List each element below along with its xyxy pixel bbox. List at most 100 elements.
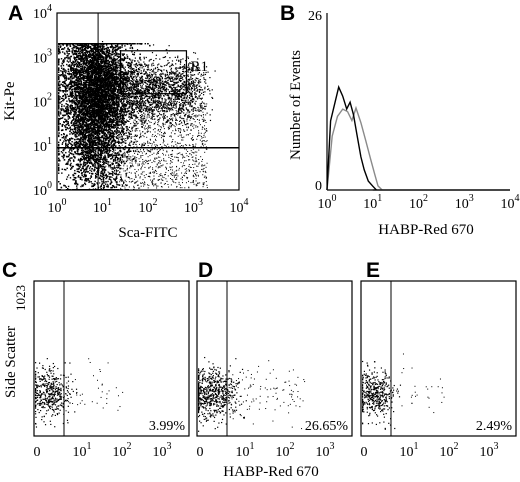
event-dot <box>93 46 95 49</box>
event-dot <box>83 131 85 134</box>
event-dot <box>91 44 93 46</box>
event-dot <box>131 47 134 50</box>
event-dot <box>106 54 108 57</box>
panel-label-c: C <box>2 259 17 282</box>
event-dot <box>68 151 70 153</box>
event-dot <box>104 60 106 63</box>
event-dot <box>102 52 105 54</box>
event-dot <box>120 124 122 126</box>
event-dot <box>85 143 87 146</box>
event-dot <box>58 71 60 74</box>
event-dot <box>94 106 97 108</box>
event-dot <box>82 133 85 135</box>
event-dot <box>118 118 121 121</box>
event-dot <box>83 61 85 64</box>
event-dot <box>73 88 75 90</box>
event-dot <box>91 128 93 130</box>
event-dot <box>104 149 106 151</box>
event-dot <box>64 76 66 79</box>
event-dot <box>84 58 87 60</box>
event-dot <box>66 52 68 54</box>
event-dot <box>64 118 66 120</box>
event-dot <box>85 59 87 62</box>
event-dot <box>84 145 86 148</box>
event-dot <box>76 140 78 143</box>
event-dot <box>116 96 118 98</box>
event-dot <box>77 153 80 155</box>
event-dot <box>66 72 69 75</box>
event-dot <box>83 130 85 132</box>
event-dot <box>112 46 114 48</box>
event-dot <box>64 185 66 187</box>
event-dot <box>89 81 91 83</box>
event-dot <box>74 45 77 47</box>
event-dot <box>118 130 120 133</box>
event-dot <box>88 116 90 119</box>
event-dot <box>98 46 100 48</box>
event-dot <box>110 95 112 98</box>
event-dot <box>104 174 106 177</box>
event-dot <box>90 54 92 57</box>
event-dot <box>66 45 68 47</box>
event-dot <box>106 143 109 146</box>
event-dot <box>117 140 120 142</box>
event-dot <box>62 157 65 159</box>
event-dot <box>93 153 96 155</box>
event-dot <box>79 64 81 67</box>
event-dot <box>87 103 90 105</box>
event-dot <box>98 90 100 92</box>
event-dot <box>121 138 124 140</box>
event-dot <box>90 56 93 58</box>
event-dot <box>116 58 119 60</box>
event-dot <box>105 68 107 70</box>
event-dot <box>74 76 76 78</box>
event-dot <box>81 184 83 187</box>
event-dot <box>93 113 95 115</box>
event-dot <box>86 62 89 64</box>
event-dot <box>101 86 104 88</box>
event-dot <box>120 133 122 136</box>
event-dot <box>79 102 81 104</box>
event-dot <box>58 145 60 147</box>
event-dot <box>81 167 83 170</box>
event-dot <box>86 95 88 97</box>
event-dot <box>99 88 102 91</box>
event-dot <box>122 141 124 143</box>
event-dot <box>134 157 136 159</box>
event-dot <box>94 130 97 132</box>
event-dot <box>112 47 114 49</box>
event-dot <box>92 66 94 69</box>
event-dot <box>87 120 90 123</box>
event-dot <box>87 177 89 180</box>
event-dot <box>121 44 123 47</box>
event-dot <box>117 167 119 169</box>
event-dot <box>87 67 90 69</box>
event-dot <box>118 62 120 64</box>
event-dot <box>83 44 85 46</box>
event-dot <box>98 158 100 161</box>
event-dot <box>68 65 71 68</box>
event-dot <box>62 141 64 144</box>
event-dot <box>90 134 92 136</box>
event-dot <box>94 79 97 82</box>
event-dot <box>62 95 65 97</box>
event-dot <box>65 75 67 77</box>
event-dot <box>84 112 86 115</box>
event-dot <box>91 103 93 106</box>
event-dot <box>59 89 61 91</box>
event-dot <box>94 58 97 60</box>
event-dot <box>112 109 115 111</box>
event-dot <box>118 171 121 173</box>
event-dot <box>74 122 77 125</box>
event-dot <box>88 181 90 184</box>
event-dot <box>71 99 74 101</box>
event-dot <box>78 171 80 173</box>
event-dot <box>112 126 115 128</box>
event-dot <box>107 130 109 132</box>
event-dot <box>104 76 106 79</box>
event-dot <box>112 62 114 65</box>
event-dot <box>127 90 129 92</box>
event-dot <box>121 139 123 141</box>
event-dot <box>119 147 121 150</box>
event-dot <box>98 160 100 163</box>
